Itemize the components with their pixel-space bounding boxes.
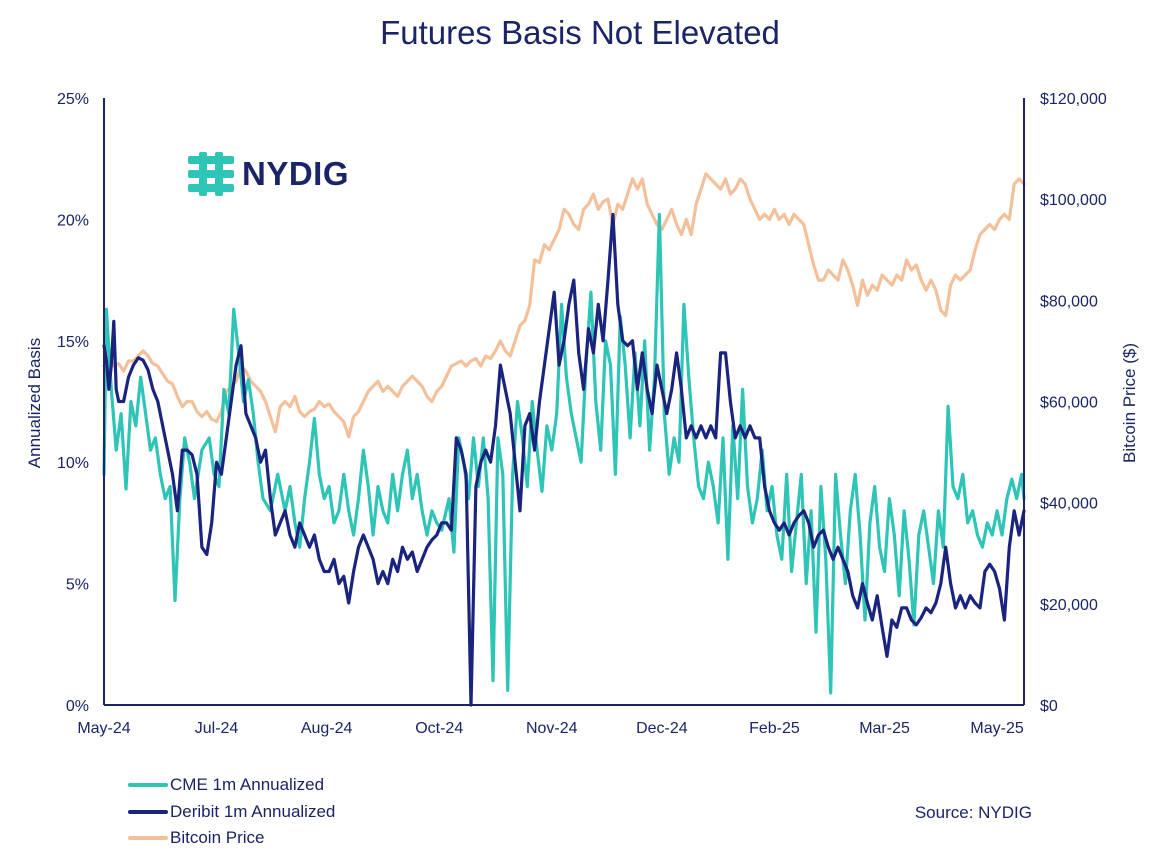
x-tick: May-25 [970,720,1023,737]
deribit-basis-series [102,212,1026,707]
legend-label-btc: Bitcoin Price [170,828,265,848]
x-tick: Mar-25 [859,720,910,737]
y-tick-left: 25% [57,91,89,108]
x-tick: Nov-24 [526,720,578,737]
x-tick: May-24 [77,720,130,737]
y-tick-left: 10% [57,455,89,472]
source-note: Source: NYDIG [914,803,1032,822]
legend-swatch-cme [128,783,168,788]
legend-swatch-btc [128,836,168,841]
y-tick-right: $0 [1040,698,1058,715]
legend-item-btc: Bitcoin Price [128,825,335,852]
y-tick-left: 20% [57,212,89,229]
btc-price-series [102,172,1026,439]
deribit-series-line [102,212,1026,707]
x-tick: Dec-24 [636,720,688,737]
nydig-logo-icon [188,152,234,196]
y-axis-right-label: Bitcoin Price ($) [1120,343,1139,463]
chart-title: Futures Basis Not Elevated [380,14,780,51]
y-tick-right: $20,000 [1040,597,1098,614]
legend-label-cme: CME 1m Annualized [170,775,325,795]
x-tick: Oct-24 [415,720,463,737]
bitcoin-series-line [102,172,1026,439]
legend: CME 1m Annualized Deribit 1m Annualized … [128,772,335,852]
cme-series-line [102,212,1026,695]
x-tick: Aug-24 [301,720,353,737]
x-tick: Feb-25 [749,720,800,737]
x-tick: Jul-24 [195,720,239,737]
y-tick-left: 15% [57,334,89,351]
y-tick-left: 0% [66,698,89,715]
legend-label-deribit: Deribit 1m Annualized [170,801,336,821]
y-tick-right: $60,000 [1040,395,1098,412]
y-tick-right: $40,000 [1040,496,1098,513]
y-axis-left-label: Annualized Basis [25,338,44,468]
cme-basis-series [102,212,1026,695]
legend-item-cme: CME 1m Annualized [128,772,335,799]
nydig-logo: NYDIG [188,152,349,196]
axes: 0% 5% 10% 15% 20% 25% $0 $20,000 $40,000 $60,000 $… [57,91,1107,737]
y-tick-right: $100,000 [1040,192,1107,209]
y-tick-right: $80,000 [1040,293,1098,310]
y-tick-left: 5% [66,577,89,594]
legend-swatch-deribit [128,809,168,814]
y-tick-right: $120,000 [1040,91,1107,108]
nydig-logo-text: NYDIG [242,155,350,192]
legend-item-deribit: Deribit 1m Annualized [128,799,335,826]
